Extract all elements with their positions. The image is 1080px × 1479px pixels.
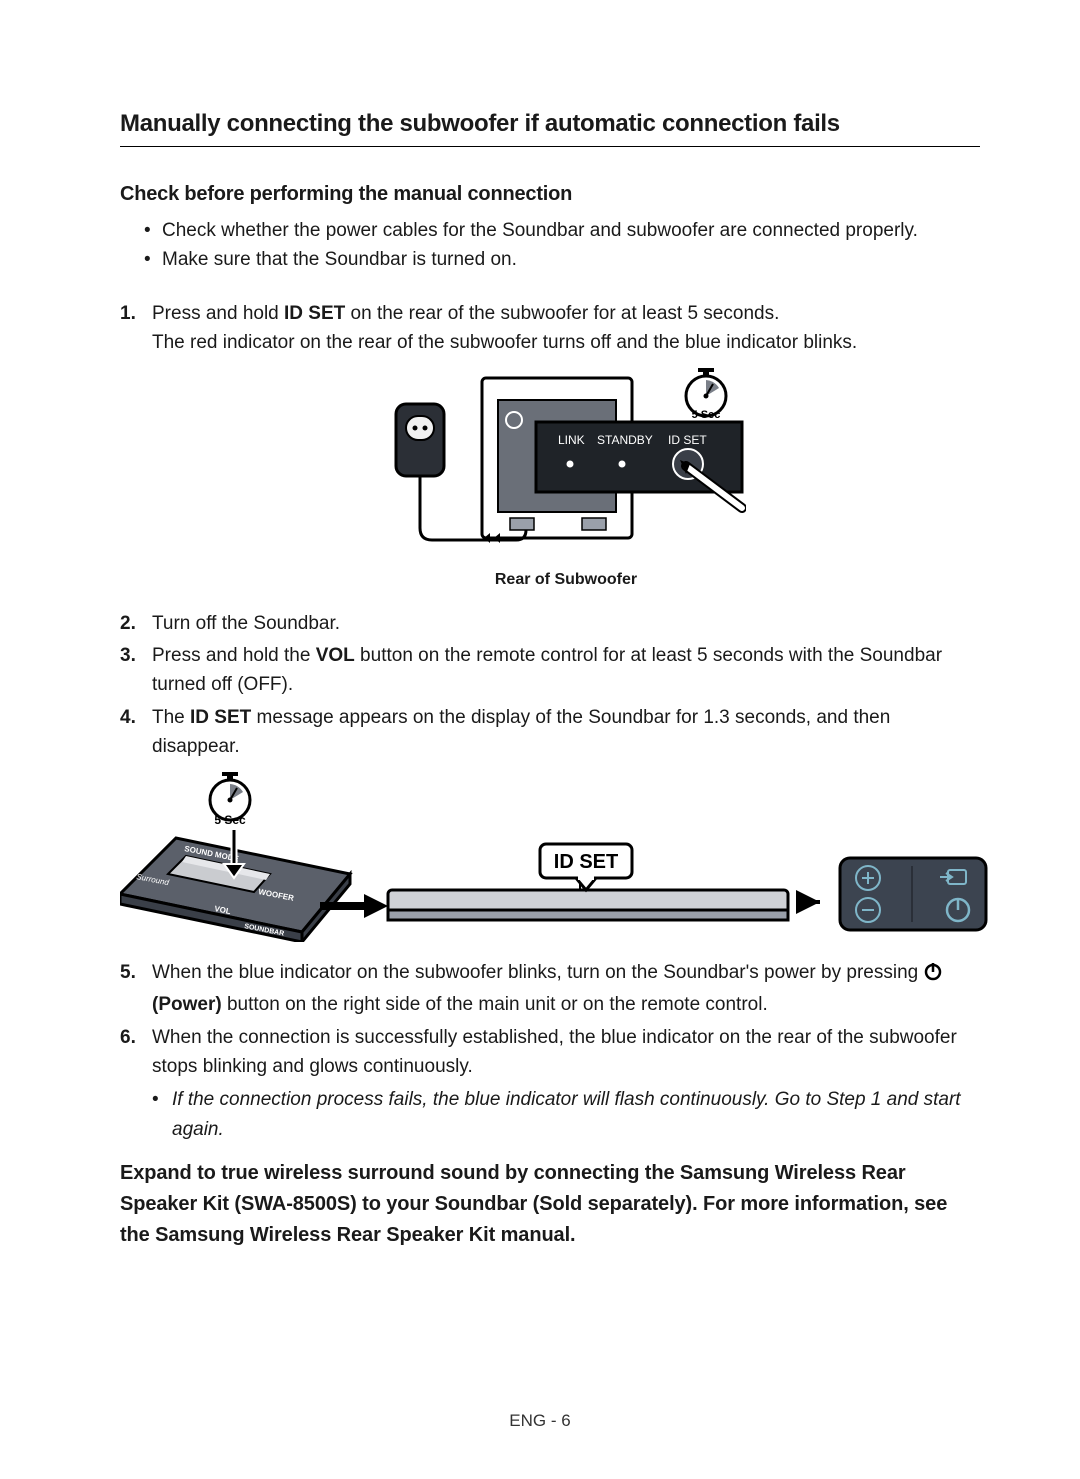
expand-note: Expand to true wireless surround sound b… [120,1158,980,1251]
step-5: When the blue indicator on the subwoofer… [120,958,980,1020]
step-4-text-a: The [152,707,190,728]
step-1: Press and hold ID SET on the rear of the… [120,299,980,593]
page-footer: ENG - 6 [0,1411,1080,1431]
panel-label-standby: STANDBY [597,433,653,447]
step-3-text-a: Press and hold the [152,645,316,666]
step-5-text-c: button on the right side of the main uni… [222,994,768,1015]
power-icon [923,961,943,990]
step-6-text: When the connection is successfully esta… [152,1027,957,1077]
step-3-bold: VOL [316,645,355,666]
step-4-bold: ID SET [190,707,251,728]
step-5-text-a: When the blue indicator on the subwoofer… [152,962,923,983]
step-1-text-c: on the rear of the subwoofer for at leas… [345,303,779,324]
step-6: When the connection is successfully esta… [120,1023,980,1145]
subwoofer-rear-diagram: LINK STANDBY ID SET 5 Sec [386,368,746,558]
remote-soundbar-diagram: 5 Sec SOUND MODE Surround WOOFER VOL SOU… [120,772,990,942]
figure-subwoofer-rear: LINK STANDBY ID SET 5 Sec [152,368,980,593]
figure-1-caption: Rear of Subwoofer [495,568,637,593]
step-2: Turn off the Soundbar. [120,609,980,638]
figure-remote-soundbar: 5 Sec SOUND MODE Surround WOOFER VOL SOU… [120,772,980,942]
check-bullet-1: Check whether the power cables for the S… [144,216,980,245]
steps-list: Press and hold ID SET on the rear of the… [120,299,980,1144]
step-4-text-c: message appears on the display of the So… [152,707,890,757]
idset-callout: ID SET [554,851,618,873]
step-5-bold: (Power) [152,994,222,1015]
check-bullet-list: Check whether the power cables for the S… [144,216,980,275]
page-heading: Manually connecting the subwoofer if aut… [120,110,980,147]
timer-label-fig1: 5 Sec [692,409,721,421]
step-3: Press and hold the VOL button on the rem… [120,641,980,700]
section-subheading: Check before performing the manual conne… [120,183,980,206]
panel-label-idset: ID SET [668,433,707,447]
step-6-sub-bullet: If the connection process fails, the blu… [152,1085,980,1144]
timer-label-fig2: 5 Sec [214,813,246,827]
step-1-bold: ID SET [284,303,345,324]
step-1-text-a: Press and hold [152,303,284,324]
step-4: The ID SET message appears on the displa… [120,703,980,942]
panel-label-link: LINK [558,433,585,447]
check-bullet-2: Make sure that the Soundbar is turned on… [144,245,980,274]
step-6-sublist: If the connection process fails, the blu… [152,1085,980,1144]
step-1-line2: The red indicator on the rear of the sub… [152,328,980,357]
